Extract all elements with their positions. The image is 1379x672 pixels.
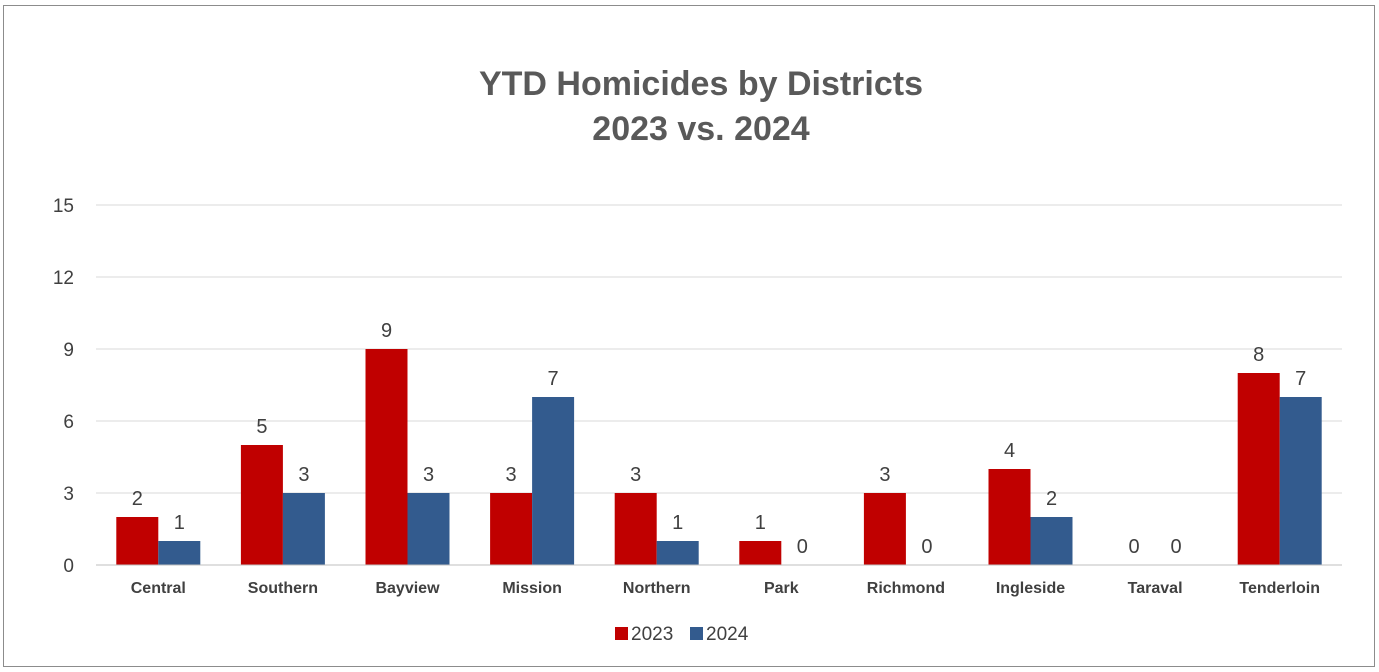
bar-2023-tenderloin [1237, 373, 1280, 565]
legend-label-2024: 2024 [706, 624, 749, 645]
y-tick-label: 15 [53, 196, 74, 217]
data-label-2023-tenderloin: 8 [1253, 344, 1264, 366]
data-label-2023-park: 1 [755, 512, 766, 534]
x-tick-label: Richmond [867, 580, 945, 597]
data-label-2024-richmond: 0 [921, 536, 932, 558]
bar-2024-southern [282, 493, 325, 565]
data-label-2024-ingleside: 2 [1046, 488, 1057, 510]
data-label-2024-taraval: 0 [1171, 536, 1182, 558]
bar-2023-park [739, 541, 782, 565]
x-tick-label: Northern [623, 580, 691, 597]
legend-swatch-2023 [615, 627, 628, 640]
y-tick-label: 9 [63, 340, 74, 361]
legend-label-2023: 2023 [631, 624, 673, 645]
x-tick-label: Central [131, 580, 186, 597]
bar-2023-mission [490, 493, 533, 565]
data-label-2023-taraval: 0 [1129, 536, 1140, 558]
data-label-2023-central: 2 [132, 488, 143, 510]
x-tick-label: Ingleside [996, 580, 1065, 597]
data-label-2023-mission: 3 [506, 464, 517, 486]
chart-title: YTD Homicides by Districts [479, 65, 923, 103]
bar-2023-northern [614, 493, 657, 565]
data-label-2024-central: 1 [174, 512, 185, 534]
x-tick-label: Park [764, 580, 799, 597]
data-label-2024-southern: 3 [298, 464, 309, 486]
bar-2024-tenderloin [1279, 397, 1322, 565]
data-label-2024-mission: 7 [548, 368, 559, 390]
x-tick-label: Mission [502, 580, 562, 597]
y-tick-label: 3 [63, 484, 74, 505]
x-tick-label: Taraval [1128, 580, 1183, 597]
bar-2023-ingleside [988, 469, 1031, 565]
y-tick-label: 12 [53, 268, 74, 289]
bar-2023-central [116, 517, 159, 565]
bar-2023-southern [240, 445, 283, 565]
y-tick-label: 6 [63, 412, 74, 433]
data-label-2023-richmond: 3 [879, 464, 890, 486]
legend-swatch-2024 [690, 627, 703, 640]
data-label-2023-ingleside: 4 [1004, 440, 1015, 462]
data-label-2023-bayview: 9 [381, 320, 392, 342]
bars [116, 349, 1322, 565]
x-tick-label: Southern [248, 580, 318, 597]
data-label-2024-northern: 1 [672, 512, 683, 534]
bar-2024-northern [656, 541, 699, 565]
data-labels: 2 1 5 3 9 3 3 7 3 1 1 0 3 0 4 2 0 0 8 7 [132, 320, 1307, 558]
data-label-2023-southern: 5 [256, 416, 267, 438]
x-axis: Central Southern Bayview Mission Northern Par… [96, 564, 1342, 597]
bar-2024-ingleside [1030, 517, 1073, 565]
data-label-2024-tenderloin: 7 [1295, 368, 1306, 390]
data-label-2024-bayview: 3 [423, 464, 434, 486]
data-label-2023-northern: 3 [630, 464, 641, 486]
y-axis-ticks: 0 3 6 9 12 15 [53, 196, 74, 577]
bar-2023-richmond [863, 493, 906, 565]
bar-2024-central [158, 541, 201, 565]
y-tick-label: 0 [63, 556, 74, 577]
x-tick-label: Tenderloin [1239, 580, 1320, 597]
x-tick-label: Bayview [375, 580, 440, 597]
chart-subtitle: 2023 vs. 2024 [592, 110, 810, 148]
bar-2023-bayview [365, 349, 408, 565]
bar-2024-bayview [407, 493, 450, 565]
data-label-2024-park: 0 [797, 536, 808, 558]
legend: 2023 2024 [615, 624, 749, 645]
bar-2024-mission [532, 397, 575, 565]
